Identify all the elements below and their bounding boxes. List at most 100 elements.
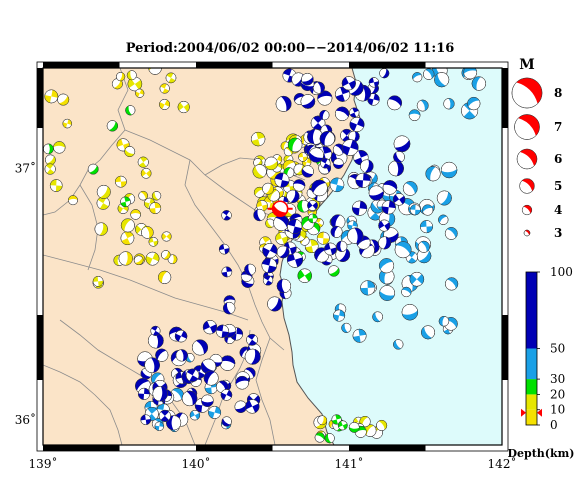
- event-beachball: [300, 94, 316, 109]
- event-beachball: [145, 251, 160, 266]
- depth-tick-label: 0: [550, 418, 558, 432]
- frame-bar-bottom: [196, 445, 273, 451]
- event-beachball: [185, 368, 200, 382]
- event-beachball: [256, 200, 268, 212]
- event-beachball: [45, 154, 56, 166]
- event-beachball: [218, 243, 230, 255]
- event-beachball: [250, 131, 266, 147]
- event-beachball: [275, 231, 289, 245]
- event-beachball: [208, 405, 222, 419]
- depth-tick-label: 100: [550, 265, 573, 279]
- event-beachball: [341, 76, 356, 91]
- event-beachball: [151, 191, 162, 201]
- event-beachball: [348, 422, 360, 433]
- event-beachball: [234, 400, 247, 413]
- frame-bar-left: [37, 315, 43, 380]
- event-beachball: [378, 258, 395, 274]
- event-beachball: [443, 98, 455, 110]
- event-beachball: [235, 375, 249, 390]
- event-beachball: [316, 231, 330, 245]
- event-beachball: [137, 387, 151, 400]
- event-beachball: [219, 355, 236, 371]
- event-beachball: [159, 83, 170, 94]
- event-beachball: [360, 280, 376, 296]
- depth-legend-title: Depth(km): [508, 447, 575, 460]
- event-beachball: [276, 245, 290, 259]
- event-beachball: [438, 316, 450, 327]
- event-beachball: [301, 72, 314, 86]
- event-beachball: [57, 93, 70, 106]
- event-beachball: [181, 390, 198, 407]
- event-beachball: [201, 394, 214, 408]
- event-beachball: [324, 242, 337, 256]
- event-beachball: [331, 414, 342, 425]
- event-beachball: [516, 148, 538, 170]
- event-beachball: [409, 204, 421, 216]
- event-beachball: [155, 348, 169, 362]
- event-beachball: [286, 189, 300, 204]
- event-beachball: [286, 251, 304, 268]
- event-beachball: [320, 158, 331, 169]
- event-beachball: [133, 255, 144, 266]
- event-beachball: [292, 179, 306, 192]
- event-beachball: [161, 231, 172, 242]
- event-beachball: [137, 156, 149, 168]
- event-beachball: [401, 286, 412, 298]
- event-beachball: [144, 357, 160, 374]
- event-beachball: [324, 433, 335, 444]
- frame-bar-top: [196, 62, 273, 68]
- highlight-event[interactable]: [267, 200, 293, 218]
- event-beachball: [116, 72, 126, 82]
- event-beachball: [392, 193, 406, 206]
- event-beachball: [376, 419, 388, 431]
- event-beachball: [438, 214, 449, 225]
- event-beachball: [246, 333, 258, 346]
- event-beachball: [149, 202, 162, 215]
- event-beachball: [189, 410, 201, 421]
- event-beachball: [328, 265, 340, 277]
- magnitude-legend-label: 7: [554, 120, 562, 134]
- event-beachball: [252, 164, 267, 179]
- depth-marker-left: [521, 408, 526, 417]
- event-beachball: [336, 240, 348, 252]
- event-beachball: [467, 96, 481, 111]
- event-beachball: [349, 107, 360, 118]
- event-beachball: [87, 163, 99, 175]
- event-beachball: [150, 325, 161, 336]
- event-beachball: [120, 218, 135, 233]
- event-beachball: [408, 109, 421, 121]
- event-beachball: [202, 320, 218, 335]
- event-beachball: [317, 415, 328, 426]
- frame-bar-right: [502, 315, 508, 380]
- event-beachball: [273, 214, 290, 231]
- event-beachball: [335, 106, 350, 121]
- event-beachball: [222, 301, 236, 315]
- event-beachball: [120, 231, 135, 246]
- event-beachball: [115, 175, 127, 188]
- event-beachball: [53, 141, 66, 154]
- map-frame-bars: [36, 61, 509, 452]
- frame-bar-top: [349, 62, 426, 68]
- event-beachball: [351, 200, 368, 216]
- event-beachball: [267, 296, 283, 312]
- event-beachball: [523, 229, 531, 237]
- event-beachball: [265, 218, 275, 229]
- event-beachball: [419, 220, 433, 234]
- event-beachball: [165, 72, 177, 84]
- lon-tick-label: 140˚: [182, 456, 211, 471]
- event-beachball: [401, 304, 419, 321]
- magnitude-legend-label: 3: [554, 226, 562, 240]
- event-beachball: [141, 226, 154, 239]
- event-beachball: [307, 200, 318, 211]
- depth-scale-band: [526, 409, 537, 425]
- event-beachball: [312, 81, 325, 94]
- event-beachball: [381, 200, 396, 215]
- event-beachball: [311, 179, 328, 197]
- map-area[interactable]: [43, 62, 502, 445]
- event-beachball: [394, 241, 412, 259]
- depth-scale-band: [526, 379, 537, 395]
- event-beachball: [175, 349, 188, 362]
- event-beachball: [360, 159, 374, 173]
